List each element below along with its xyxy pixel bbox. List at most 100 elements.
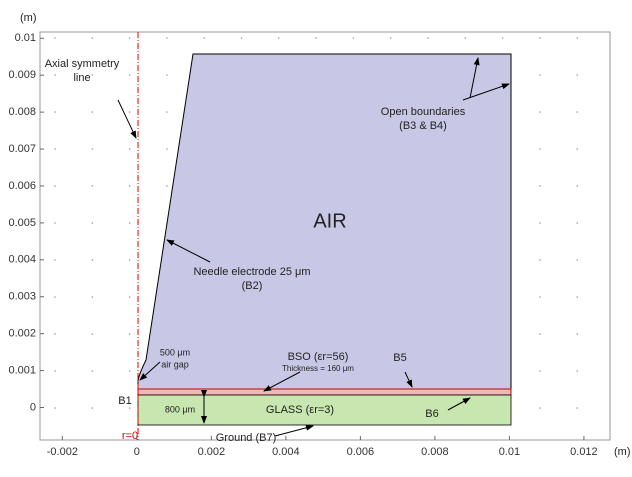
y-tick-label: 0.004 bbox=[8, 254, 36, 266]
grid-dot bbox=[576, 74, 578, 76]
annotation: Open boundaries bbox=[381, 106, 466, 118]
annotation: r=0 bbox=[122, 430, 138, 442]
annotation: Needle electrode 25 μm bbox=[193, 266, 310, 278]
grid-dot bbox=[539, 407, 541, 409]
grid-dot bbox=[539, 333, 541, 335]
y-tick-label: 0.005 bbox=[8, 217, 36, 229]
annotation: GLASS (εr=3) bbox=[266, 404, 334, 416]
annotation: B6 bbox=[425, 408, 438, 420]
grid-dot bbox=[54, 222, 56, 224]
grid-dot bbox=[539, 74, 541, 76]
grid-dot bbox=[128, 222, 131, 224]
arrow bbox=[462, 83, 510, 101]
grid-dot bbox=[91, 37, 94, 39]
grid-dot bbox=[278, 37, 280, 39]
grid-dot bbox=[576, 333, 578, 335]
grid-dot bbox=[128, 185, 131, 187]
grid-dot bbox=[352, 37, 355, 39]
grid-dot bbox=[166, 185, 168, 187]
grid-dot bbox=[576, 37, 578, 39]
grid-dot bbox=[54, 37, 56, 39]
grid-dot bbox=[54, 333, 56, 335]
y-tick-label: 0.003 bbox=[8, 291, 36, 303]
grid-dot bbox=[91, 111, 94, 113]
y-tick-label: 0.009 bbox=[8, 69, 36, 81]
grid-dot bbox=[54, 370, 56, 372]
grid-dot bbox=[576, 222, 578, 224]
x-tick-label: 0 bbox=[134, 446, 140, 458]
annotation: BSO (εr=56) bbox=[288, 351, 349, 363]
grid-dot bbox=[91, 407, 94, 409]
y-tick-label: 0.002 bbox=[8, 328, 36, 340]
grid-dot bbox=[539, 370, 541, 372]
grid-dot bbox=[539, 222, 541, 224]
grid-dot bbox=[91, 148, 94, 150]
arrow bbox=[166, 239, 211, 263]
bso-layer bbox=[137, 388, 512, 396]
grid-dot bbox=[128, 74, 131, 76]
grid-dot bbox=[91, 74, 94, 76]
annotation: Axial symmetry bbox=[45, 58, 120, 70]
grid-dot bbox=[91, 222, 94, 224]
grid-dot bbox=[501, 37, 504, 39]
grid-dot bbox=[128, 370, 131, 372]
grid-dot bbox=[128, 407, 131, 409]
grid-dot bbox=[166, 37, 168, 39]
grid-dot bbox=[203, 37, 205, 39]
arrow bbox=[117, 99, 137, 139]
arrow bbox=[447, 397, 471, 411]
annotation: line bbox=[73, 72, 90, 84]
y-tick-label: 0 bbox=[30, 401, 36, 413]
grid-dot bbox=[54, 185, 56, 187]
arrow bbox=[404, 371, 413, 388]
grid-dot bbox=[54, 407, 56, 409]
annotation: 500 μm bbox=[160, 347, 190, 357]
grid-dot bbox=[128, 296, 131, 298]
grid-dot bbox=[128, 259, 131, 261]
grid-dot bbox=[166, 148, 168, 150]
y-tick-label: 0.007 bbox=[8, 143, 36, 155]
arrow bbox=[274, 424, 314, 437]
grid-dot bbox=[240, 37, 243, 39]
grid-dot bbox=[389, 37, 392, 39]
y-tick-label: 0.006 bbox=[8, 180, 36, 192]
grid-dot bbox=[91, 185, 94, 187]
grid-dot bbox=[576, 370, 578, 372]
grid-dot bbox=[539, 148, 541, 150]
grid-dot bbox=[128, 111, 131, 113]
grid-dot bbox=[576, 259, 578, 261]
grid-dot bbox=[315, 37, 317, 39]
grid-dot bbox=[54, 111, 56, 113]
grid-dot bbox=[576, 407, 578, 409]
grid-dot bbox=[91, 259, 94, 261]
grid-dot bbox=[91, 296, 94, 298]
region-label: AIR bbox=[313, 210, 346, 232]
grid-dot bbox=[91, 370, 94, 372]
x-tick-label: 0.004 bbox=[272, 446, 300, 458]
annotation: B5 bbox=[393, 352, 406, 364]
grid-dot bbox=[54, 74, 56, 76]
y-axis-label: (m) bbox=[20, 12, 37, 24]
x-axis-label: (m) bbox=[614, 446, 631, 458]
arrow bbox=[139, 361, 161, 381]
x-tick-label: 0.012 bbox=[570, 446, 598, 458]
annotation: B1 bbox=[118, 395, 131, 407]
annotation: Thickness = 160 μm bbox=[282, 364, 354, 373]
grid-dot bbox=[539, 259, 541, 261]
x-tick-label: 0.006 bbox=[347, 446, 375, 458]
grid-dot bbox=[464, 37, 467, 39]
grid-dot bbox=[91, 333, 94, 335]
arrow bbox=[263, 371, 301, 392]
annotation: 800 μm bbox=[165, 404, 195, 414]
annotation: Ground (B7) bbox=[216, 432, 277, 444]
x-tick-label: 0.002 bbox=[198, 446, 226, 458]
grid-dot bbox=[166, 74, 168, 76]
grid-dot bbox=[54, 148, 56, 150]
grid-dot bbox=[539, 185, 541, 187]
y-tick-label: 0.008 bbox=[8, 106, 36, 118]
grid-dot bbox=[539, 37, 541, 39]
y-tick-label: 0.001 bbox=[8, 364, 36, 376]
annotation: (B3 & B4) bbox=[399, 120, 447, 132]
grid-dot bbox=[427, 37, 429, 39]
